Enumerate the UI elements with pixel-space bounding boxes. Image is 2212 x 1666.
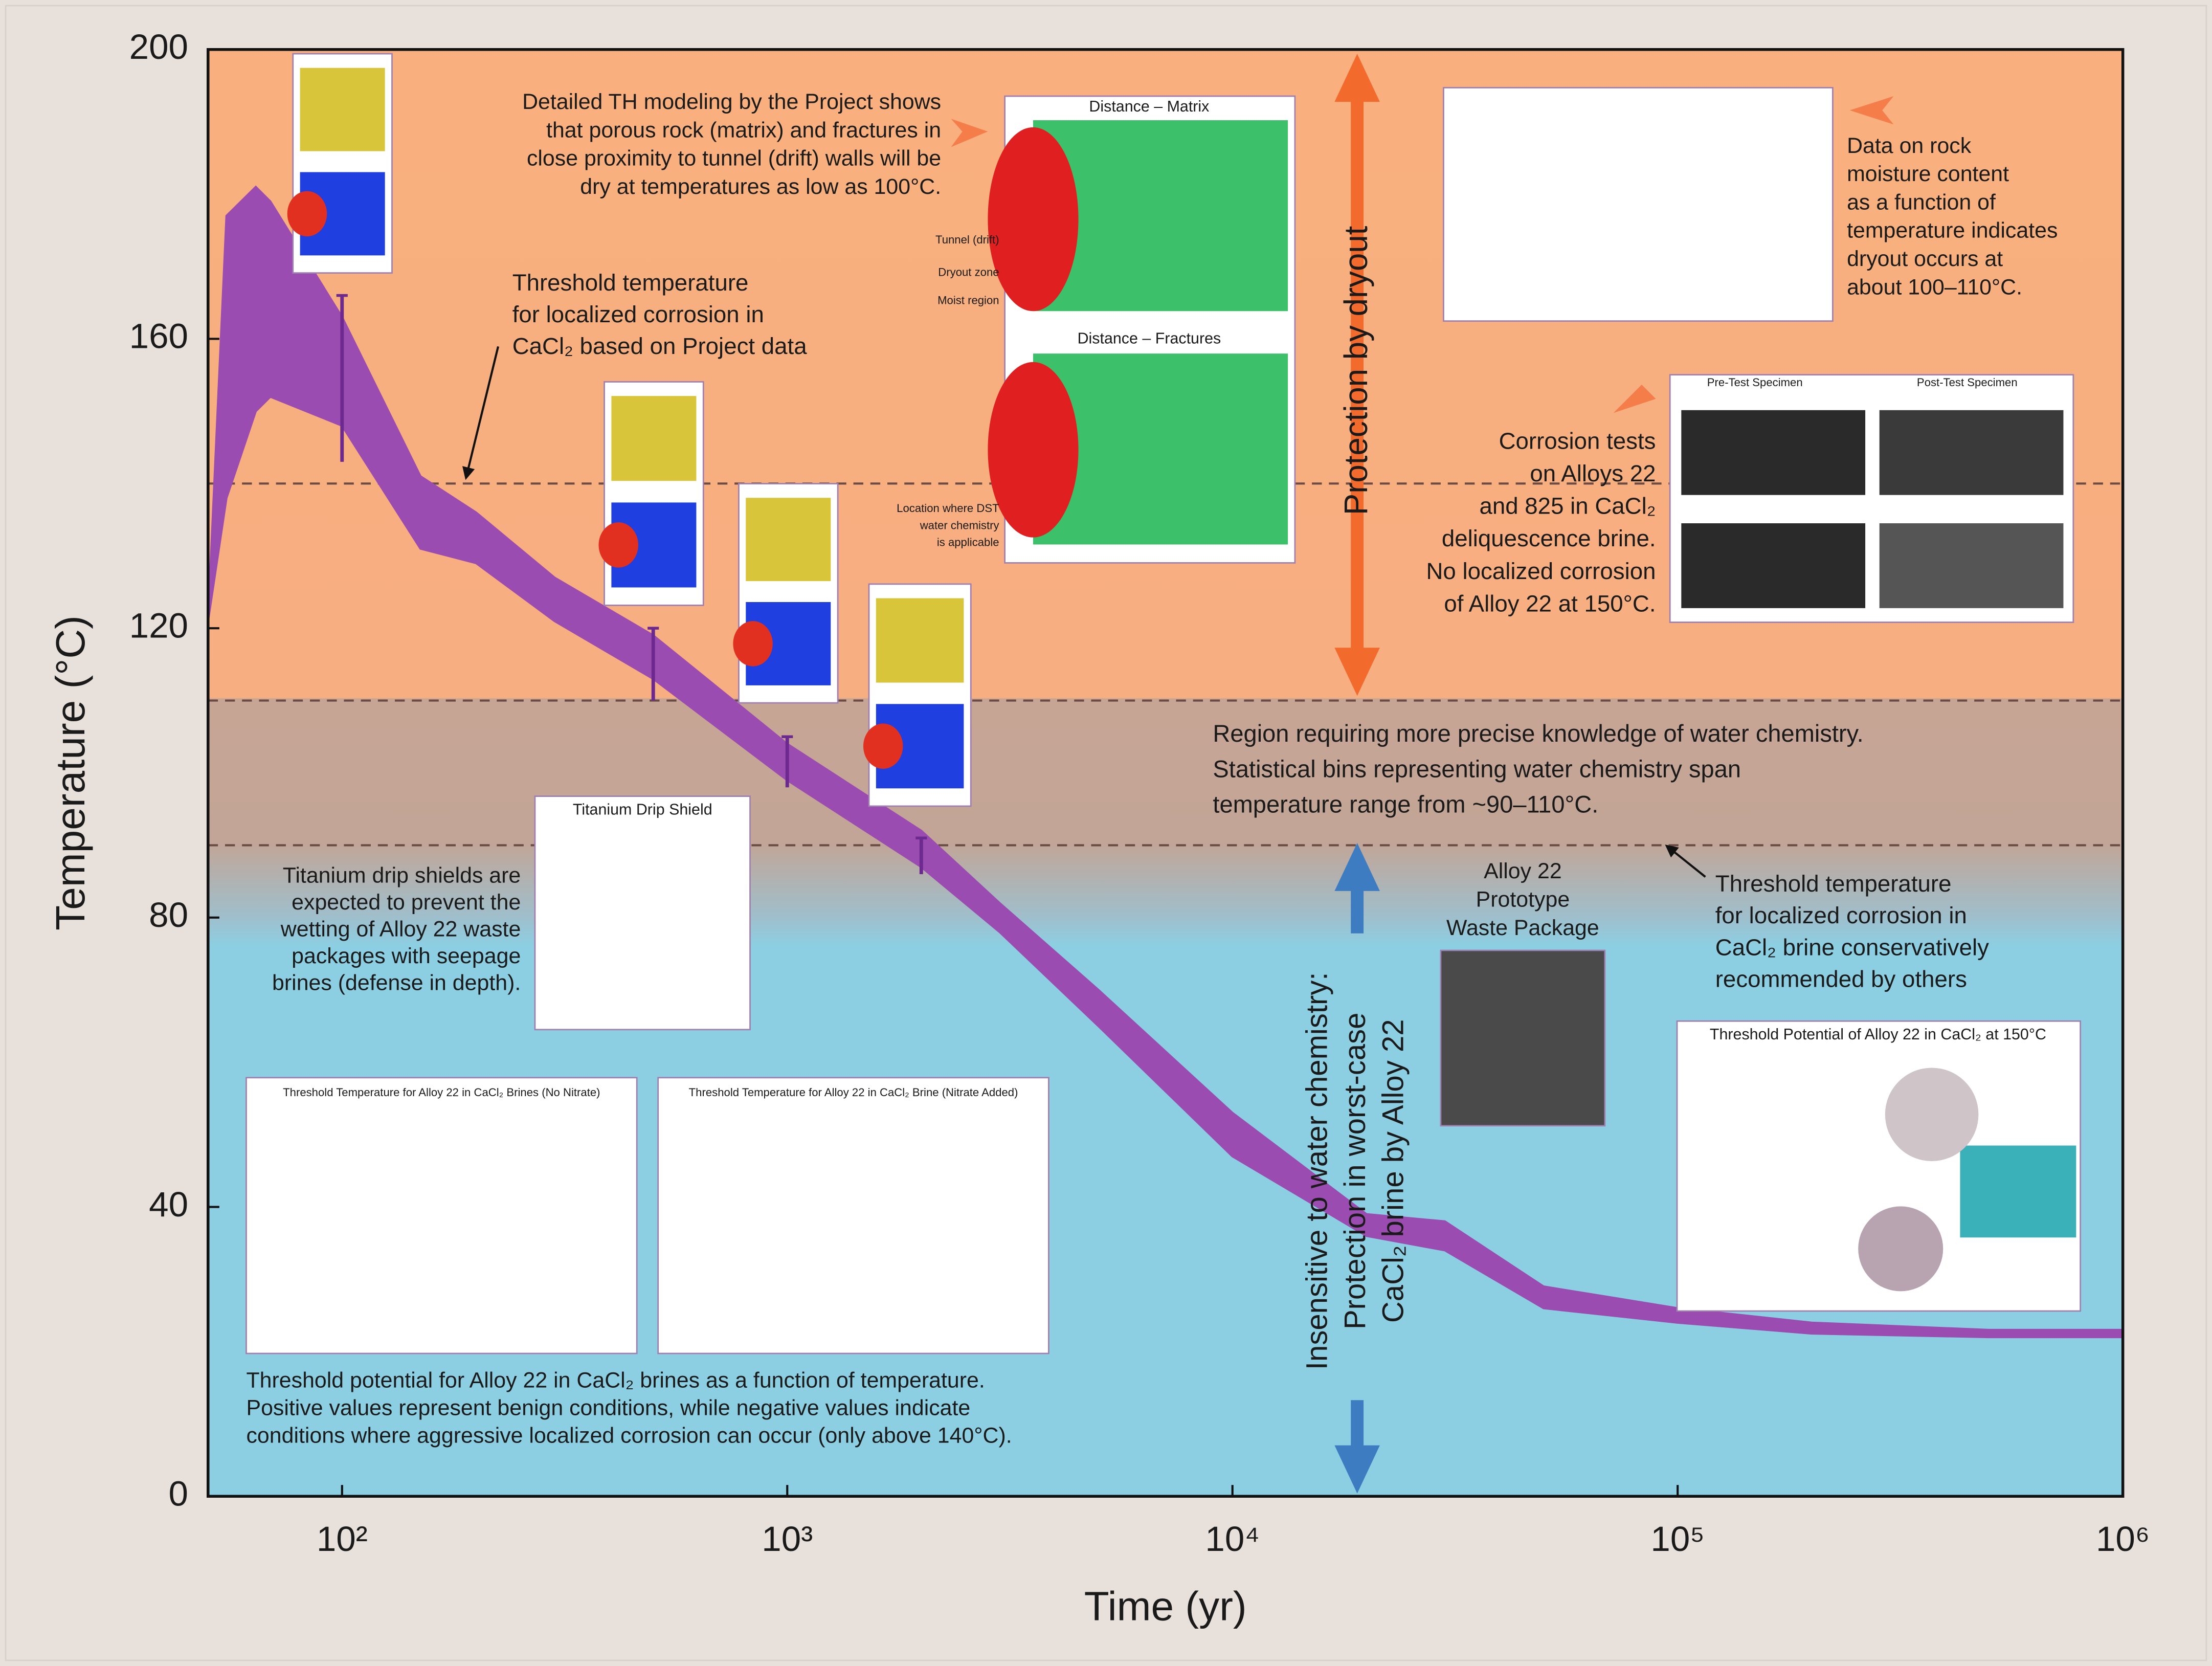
annotation: recommended by others — [1715, 966, 1967, 992]
y-tick-label: 160 — [129, 316, 188, 356]
annotation: and 825 in CaCl₂ — [1479, 493, 1656, 519]
annotation: deliquescence brine. — [1442, 525, 1656, 551]
inset-photo — [1858, 1206, 1943, 1292]
annotation: of Alloy 22 at 150°C. — [1444, 590, 1656, 616]
inset-panel — [534, 795, 751, 1031]
y-tick-label: 0 — [169, 1474, 188, 1514]
inset-photo — [1885, 1068, 1979, 1161]
annotation: Threshold potential for Alloy 22 in CaCl… — [246, 1368, 985, 1393]
inset-map — [988, 362, 1079, 538]
annotation-vertical: Insensitive to water chemistry: — [1300, 972, 1333, 1370]
annotation: about 100–110°C. — [1847, 275, 2022, 299]
annotation: packages with seepage — [292, 944, 521, 968]
inset-label: Post-Test Specimen — [1917, 376, 2018, 389]
inset-label: Threshold Temperature for Alloy 22 in Ca… — [689, 1086, 1018, 1099]
annotation: brines (defense in depth). — [272, 971, 521, 995]
inset-map — [598, 522, 638, 568]
annotation: CaCl₂ brine conservatively — [1715, 934, 1989, 960]
annotation: expected to prevent the — [292, 890, 521, 915]
inset-photo — [1879, 410, 2064, 495]
annotation: for localized corrosion in — [1715, 902, 1967, 928]
inset-label: is applicable — [937, 536, 999, 549]
annotation: Threshold temperature — [512, 270, 749, 296]
inset-label: Threshold Potential of Alloy 22 in CaCl₂… — [1710, 1026, 2046, 1043]
annotation: Prototype — [1476, 887, 1570, 912]
inset-label: Location where DST — [897, 502, 999, 515]
inset-photo — [1960, 1145, 2076, 1238]
annotation: CaCl₂ based on Project data — [512, 333, 808, 359]
y-tick-label: 40 — [149, 1184, 188, 1224]
annotation: conditions where aggressive localized co… — [246, 1423, 1012, 1448]
arrows — [462, 54, 1894, 1494]
inset-map — [746, 498, 831, 582]
inset-map — [733, 621, 773, 667]
inset-label: Moist region — [937, 294, 999, 307]
annotation: Alloy 22 — [1484, 859, 1562, 883]
y-axis-title: Temperature (°C) — [47, 615, 93, 930]
annotation: that porous rock (matrix) and fractures … — [546, 118, 941, 142]
inset-map — [863, 723, 903, 769]
y-tick-label: 80 — [149, 895, 188, 935]
inset-photo — [1879, 523, 2064, 608]
plot-frame — [206, 48, 2125, 1498]
inset-photo — [1681, 410, 1866, 495]
callout-arrow — [1665, 845, 1706, 878]
annotation: as a function of — [1847, 190, 1996, 214]
inset-map — [988, 127, 1079, 312]
inset-label: Tunnel (drift) — [935, 233, 999, 246]
inset-panel — [1440, 949, 1606, 1127]
annotation: Region requiring more precise knowledge … — [1213, 720, 1863, 747]
annotation: on Alloys 22 — [1530, 460, 1656, 486]
annotation-vertical: CaCl₂ brine by Alloy 22 — [1377, 1019, 1410, 1323]
annotation: for localized corrosion in — [512, 301, 764, 327]
x-axis-title: Time (yr) — [1084, 1583, 1247, 1629]
annotation: Statistical bins representing water chem… — [1213, 755, 1741, 782]
annotation: temperature range from ~90–110°C. — [1213, 790, 1598, 817]
y-tick-label: 120 — [129, 605, 188, 645]
annotation: moisture content — [1847, 162, 2009, 186]
inset-map — [300, 68, 385, 151]
inset-panel — [1443, 87, 1834, 322]
inset-panel — [657, 1077, 1049, 1354]
annotation: temperature indicates — [1847, 218, 2058, 243]
annotation-vertical: Protection by dryout — [1338, 226, 1374, 515]
inset-label: Distance – Matrix — [1089, 98, 1209, 115]
annotation: Data on rock — [1847, 134, 1972, 158]
x-tick-label: 10⁶ — [2096, 1519, 2150, 1559]
annotation: wetting of Alloy 22 waste — [280, 917, 521, 942]
annotation: Waste Package — [1446, 916, 1599, 940]
annotation: Detailed TH modeling by the Project show… — [522, 90, 941, 114]
x-tick-label: 10⁴ — [1205, 1519, 1260, 1559]
annotation: dry at temperatures as low as 100°C. — [580, 174, 941, 199]
inset-map — [287, 191, 327, 237]
annotation: Corrosion tests — [1499, 428, 1656, 454]
annotation-vertical: Protection in worst-case — [1338, 1013, 1372, 1329]
annotation: Positive values represent benign conditi… — [246, 1396, 970, 1420]
inset-label: water chemistry — [920, 519, 1000, 531]
inset-photo — [1681, 523, 1866, 608]
inset-label: Distance – Fractures — [1078, 330, 1221, 347]
callout-arrow — [462, 346, 500, 480]
inset-label: Titanium Drip Shield — [573, 801, 712, 818]
annotation: close proximity to tunnel (drift) walls … — [527, 146, 941, 171]
x-tick-label: 10² — [317, 1519, 368, 1559]
annotation: No localized corrosion — [1426, 558, 1656, 584]
inset-map — [876, 598, 964, 683]
inset-label: Dryout zone — [938, 265, 999, 278]
x-tick-label: 10³ — [762, 1519, 813, 1559]
annotation: Threshold temperature — [1715, 871, 1952, 897]
annotation: dryout occurs at — [1847, 247, 2003, 271]
y-tick-label: 200 — [129, 27, 188, 66]
inset-label: Threshold Temperature for Alloy 22 in Ca… — [283, 1086, 600, 1099]
x-tick-label: 10⁵ — [1650, 1519, 1705, 1559]
inset-label: Pre-Test Specimen — [1707, 376, 1803, 389]
inset-panel — [245, 1077, 638, 1354]
annotation: Titanium drip shields are — [283, 863, 521, 888]
inset-map — [611, 396, 697, 481]
